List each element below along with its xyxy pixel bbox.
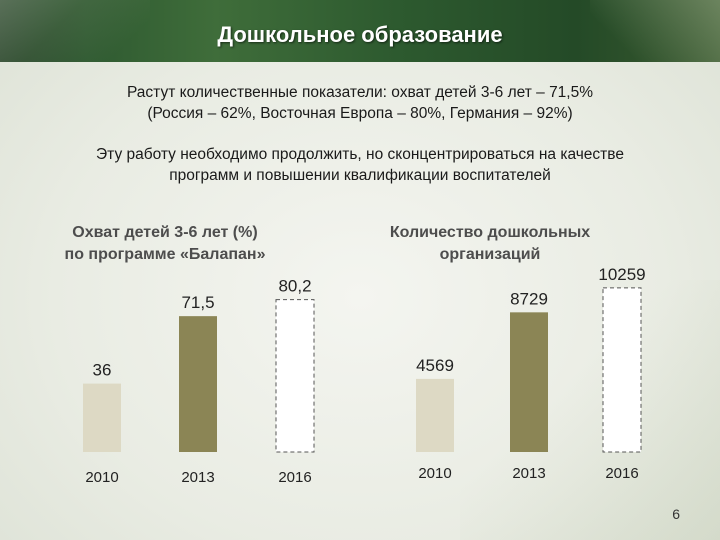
paragraph-recommendation-line1: Эту работу необходимо продолжить, но ско… [96, 146, 624, 163]
chart2-category-label-2010: 2010 [418, 465, 451, 482]
chart1-bar-2013 [179, 316, 217, 452]
chart2: 4569 2010 8729 2013 10259 2016 [416, 265, 646, 482]
chart2-bar-2016 [602, 287, 642, 453]
chart1-bar-2016 [275, 299, 315, 453]
title-bar [0, 0, 720, 62]
paragraph-stats-line1: Растут количественные показатели: охват … [126, 84, 594, 101]
chart1: 36 2010 71,5 2013 80,2 2016 [83, 277, 315, 486]
chart2-title-line2: организаций [439, 246, 541, 263]
decorative-corner [460, 280, 720, 540]
chart2-bar-2013 [510, 312, 548, 452]
decorative-photo-right [590, 0, 720, 62]
chart2-title-line1: Количество дошкольных [389, 224, 591, 241]
decorative-photo-left [0, 0, 150, 62]
slide-title: Дошкольное образование [217, 22, 503, 47]
chart2-value-label-2016: 10259 [598, 265, 645, 284]
chart1-category-label-2013: 2013 [181, 469, 214, 486]
chart2-title: Количество дошкольных организаций [360, 222, 620, 266]
chart2-value-label-2013: 8729 [510, 289, 548, 308]
chart1-value-label-2016: 80,2 [278, 277, 311, 296]
paragraph-stats: Растут количественные показатели: охват … [20, 82, 700, 124]
paragraph-stats-line2: (Россия – 62%, Восточная Европа – 80%, Г… [147, 105, 573, 122]
chart1-category-label-2010: 2010 [85, 469, 118, 486]
chart1-title: Охват детей 3-6 лет (%) по программе «Ба… [40, 222, 290, 266]
chart2-category-label-2016: 2016 [605, 465, 638, 482]
chart1-value-label-2010: 36 [93, 361, 112, 380]
chart1-category-label-2016: 2016 [278, 469, 311, 486]
chart1-bar-2010 [83, 383, 121, 452]
chart1-value-label-2013: 71,5 [181, 293, 214, 312]
chart1-title-line2: по программе «Балапан» [64, 246, 266, 263]
chart2-bar-2010 [416, 378, 454, 452]
chart1-title-line1: Охват детей 3-6 лет (%) [72, 224, 258, 241]
chart2-value-label-2010: 4569 [416, 356, 454, 375]
paragraph-recommendation: Эту работу необходимо продолжить, но ско… [20, 144, 700, 186]
page-number: 6 [672, 506, 680, 522]
paragraph-recommendation-line2: программ и повышении квалификации воспит… [169, 167, 551, 184]
chart2-category-label-2013: 2013 [512, 465, 545, 482]
